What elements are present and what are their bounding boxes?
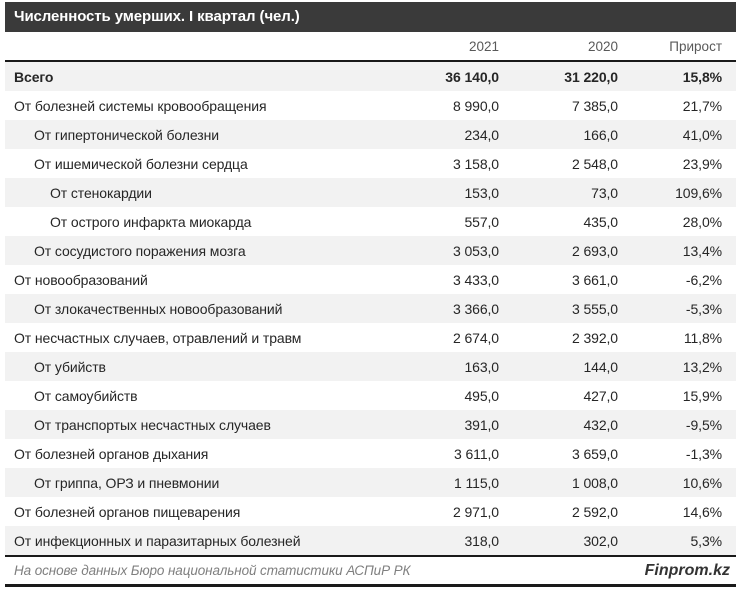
value-2020: 435,0 — [583, 213, 618, 230]
row-label: От несчастных случаев, отравлений и трав… — [14, 329, 302, 346]
source-note: На основе данных Бюро национальной стати… — [14, 563, 411, 578]
value-2020: 2 592,0 — [571, 503, 618, 520]
row-label: От новообразований — [14, 271, 148, 288]
value-growth: 23,9% — [682, 155, 722, 172]
row-label: От острого инфаркта миокарда — [50, 213, 252, 230]
value-growth: -6,2% — [685, 271, 722, 288]
value-growth: 13,2% — [682, 358, 722, 375]
row-label: От болезней органов дыхания — [14, 445, 209, 462]
column-header-2021: 2021 — [468, 38, 499, 54]
table-body: Всего 36 140,0 31 220,0 15,8% От болезней си… — [5, 62, 736, 555]
value-2021: 3 611,0 — [454, 445, 499, 462]
value-2021: 391,0 — [464, 416, 499, 433]
value-2020: 2 392,0 — [571, 329, 618, 346]
row-label: От болезней системы кровообращения — [14, 97, 267, 114]
table-row: От транспортых несчастных случаев 391,0 43… — [5, 410, 736, 439]
value-2021: 495,0 — [464, 387, 499, 404]
value-2020: 302,0 — [583, 532, 618, 549]
table-row: От инфекционных и паразитарных болезней 3… — [5, 526, 736, 555]
table-row: От злокачественных новообразований 3 366,… — [5, 294, 736, 323]
table-row: От сосудистого поражения мозга 3 053,0 2 6… — [5, 236, 736, 265]
value-2021: 318,0 — [464, 532, 499, 549]
table-row: От острого инфаркта миокарда 557,0 435,0 28… — [5, 207, 736, 236]
row-label: От инфекционных и паразитарных болезней — [14, 532, 301, 549]
table-row: От гриппа, ОРЗ и пневмонии 1 115,0 1 008,0… — [5, 468, 736, 497]
value-2020: 427,0 — [583, 387, 618, 404]
value-2021: 557,0 — [464, 213, 499, 230]
value-2020: 2 693,0 — [571, 242, 618, 259]
value-2021: 8 990,0 — [452, 97, 499, 114]
value-growth: 14,6% — [682, 503, 722, 520]
value-growth: 10,6% — [682, 474, 722, 491]
brand-logo: Finprom.kz — [644, 561, 730, 579]
value-2021: 153,0 — [464, 184, 499, 201]
value-growth: 15,9% — [682, 387, 722, 404]
row-label: От гипертонической болезни — [34, 126, 219, 143]
value-2020: 166,0 — [583, 126, 618, 143]
value-2021: 3 158,0 — [452, 155, 499, 172]
value-2021: 3 053,0 — [452, 242, 499, 259]
row-label: От гриппа, ОРЗ и пневмонии — [34, 474, 220, 491]
value-growth: -9,5% — [685, 416, 722, 433]
value-growth: 28,0% — [682, 213, 722, 230]
table-row: От гипертонической болезни 234,0 166,0 41,0… — [5, 120, 736, 149]
value-2020: 3 661,0 — [571, 271, 618, 288]
value-2020: 3 555,0 — [571, 300, 618, 317]
column-header-row: 2021 2020 Прирост — [5, 32, 736, 62]
value-growth: 13,4% — [682, 242, 722, 259]
row-label: От стенокардии — [50, 184, 152, 201]
row-label: От транспортых несчастных случаев — [34, 416, 271, 433]
table-row: От болезней органов пищеварения 2 971,0 2 … — [5, 497, 736, 526]
table-row: От болезней системы кровообращения 8 990,… — [5, 91, 736, 120]
row-label: Всего — [14, 68, 54, 85]
value-2021: 163,0 — [464, 358, 499, 375]
row-label: От злокачественных новообразований — [34, 300, 283, 317]
value-growth: 41,0% — [682, 126, 722, 143]
value-growth: 11,8% — [683, 329, 722, 346]
value-2020: 432,0 — [583, 416, 618, 433]
value-growth: 5,3% — [690, 532, 722, 549]
value-2021: 3 366,0 — [452, 300, 499, 317]
value-2020: 3 659,0 — [571, 445, 618, 462]
table-row: Всего 36 140,0 31 220,0 15,8% — [5, 62, 736, 91]
value-2020: 73,0 — [591, 184, 618, 201]
table-row: От самоубийств 495,0 427,0 15,9% — [5, 381, 736, 410]
value-2021: 2 971,0 — [452, 503, 499, 520]
table-row: От несчастных случаев, отравлений и трав… — [5, 323, 736, 352]
value-2021: 2 674,0 — [452, 329, 499, 346]
table-row: От болезней органов дыхания 3 611,0 3 659,… — [5, 439, 736, 468]
table-row: От новообразований 3 433,0 3 661,0 -6,2% — [5, 265, 736, 294]
table-row: От ишемической болезни сердца 3 158,0 2 54… — [5, 149, 736, 178]
value-growth: -5,3% — [685, 300, 722, 317]
column-header-2020: 2020 — [587, 38, 618, 54]
value-2021: 234,0 — [464, 126, 499, 143]
row-label: От сосудистого поражения мозга — [34, 242, 246, 259]
table-row: От стенокардии 153,0 73,0 109,6% — [5, 178, 736, 207]
value-2020: 1 008,0 — [571, 474, 618, 491]
row-label: От убийств — [34, 358, 106, 375]
value-growth: 109,6% — [675, 184, 722, 201]
row-label: От болезней органов пищеварения — [14, 503, 241, 520]
value-2020: 2 548,0 — [571, 155, 618, 172]
value-growth: -1,3% — [685, 445, 722, 462]
title-bar: Численность умерших. I квартал (чел.) — [5, 2, 736, 32]
row-label: От самоубийств — [34, 387, 138, 404]
value-2021: 1 115,0 — [454, 474, 499, 491]
page-title: Численность умерших. I квартал (чел.) — [14, 8, 300, 25]
table-row: От убийств 163,0 144,0 13,2% — [5, 352, 736, 381]
value-2020: 7 385,0 — [571, 97, 618, 114]
value-growth: 15,8% — [682, 68, 722, 85]
row-label: От ишемической болезни сердца — [34, 155, 248, 172]
value-2021: 3 433,0 — [452, 271, 499, 288]
footer: На основе данных Бюро национальной стати… — [5, 555, 736, 587]
value-growth: 21,7% — [682, 97, 722, 114]
value-2020: 31 220,0 — [564, 68, 618, 85]
value-2021: 36 140,0 — [445, 68, 499, 85]
column-header-growth: Прирост — [669, 38, 722, 54]
value-2020: 144,0 — [583, 358, 618, 375]
